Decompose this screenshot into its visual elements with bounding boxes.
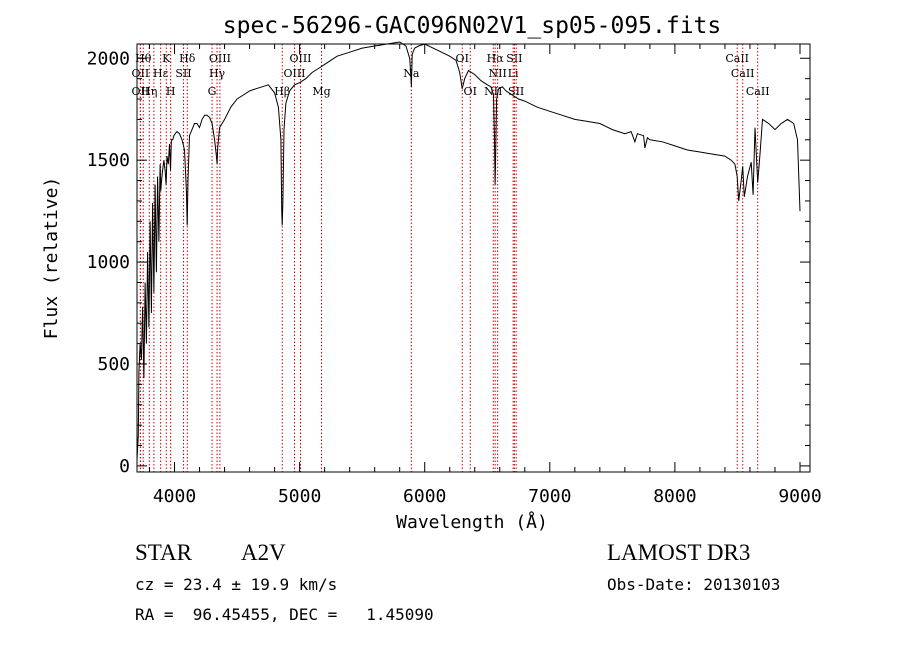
observation-date: Obs-Date: 20130103 — [607, 575, 781, 594]
line-marker-label: OIII — [209, 52, 231, 65]
line-marker-label: OI — [464, 85, 477, 98]
line-marker-label: OIII — [283, 67, 305, 80]
x-axis-label: Wavelength (Å) — [396, 511, 548, 533]
x-tick-label: 9000 — [778, 486, 821, 507]
x-tick-label: 7000 — [528, 486, 571, 507]
line-marker-label: SII — [175, 67, 191, 80]
x-tick-label: 4000 — [153, 486, 196, 507]
line-marker-label: CaII — [731, 67, 755, 80]
x-tick-label: 6000 — [403, 486, 446, 507]
line-marker-label: SII — [506, 52, 522, 65]
line-marker-label: Hβ — [274, 85, 290, 98]
line-marker-label: SII — [508, 85, 524, 98]
line-marker-label: NII — [488, 67, 506, 80]
y-tick-label: 0 — [119, 456, 130, 477]
chart-title: spec-56296-GAC096N02V1_sp05-095.fits — [223, 13, 722, 39]
spectral-subclass: A2V — [241, 540, 286, 565]
line-marker-label: OIII — [289, 52, 311, 65]
line-marker-label: Hγ — [209, 67, 226, 80]
x-axis: 4000 5000 6000 7000 8000 9000 — [149, 44, 822, 507]
spectral-line-markers: HθOIIOIIHηHεKHSIIHδGHγOIIIHβOIIIOIIIMgNa… — [132, 44, 770, 472]
x-tick-label: 5000 — [278, 486, 321, 507]
line-marker-label: H — [166, 85, 176, 98]
line-marker-label: CaII — [725, 52, 749, 65]
redshift-velocity: cz = 23.4 ± 19.9 km/s — [135, 575, 338, 594]
line-marker-label: Hα — [487, 52, 505, 65]
y-tick-label: 1000 — [87, 252, 130, 273]
plot-frame — [136, 43, 811, 473]
x-tick-label: 8000 — [653, 486, 696, 507]
survey-name: LAMOST DR3 — [607, 540, 751, 565]
y-tick-label: 500 — [97, 354, 130, 375]
line-marker-label: K — [162, 52, 171, 65]
y-tick-label: 1500 — [87, 150, 130, 171]
line-marker-label: G — [208, 85, 217, 98]
line-marker-label: Hε — [153, 67, 169, 80]
line-marker-label: CaII — [746, 85, 770, 98]
line-marker-label: Hη — [141, 85, 157, 98]
line-marker-label: OI — [456, 52, 469, 65]
line-marker-label: Hδ — [179, 52, 196, 65]
y-tick-label: 2000 — [87, 48, 130, 69]
line-marker-label: OII — [132, 85, 150, 98]
line-marker-label: Li — [508, 67, 519, 80]
object-class: STAR — [135, 540, 192, 565]
line-marker-label: Mg — [312, 85, 330, 98]
flux-line — [136, 41, 801, 460]
y-axis: 0 500 1000 1500 2000 — [87, 48, 810, 477]
coordinates: RA = 96.45455, DEC = 1.45090 — [135, 605, 434, 624]
y-axis-label: Flux (relative) — [41, 177, 62, 340]
